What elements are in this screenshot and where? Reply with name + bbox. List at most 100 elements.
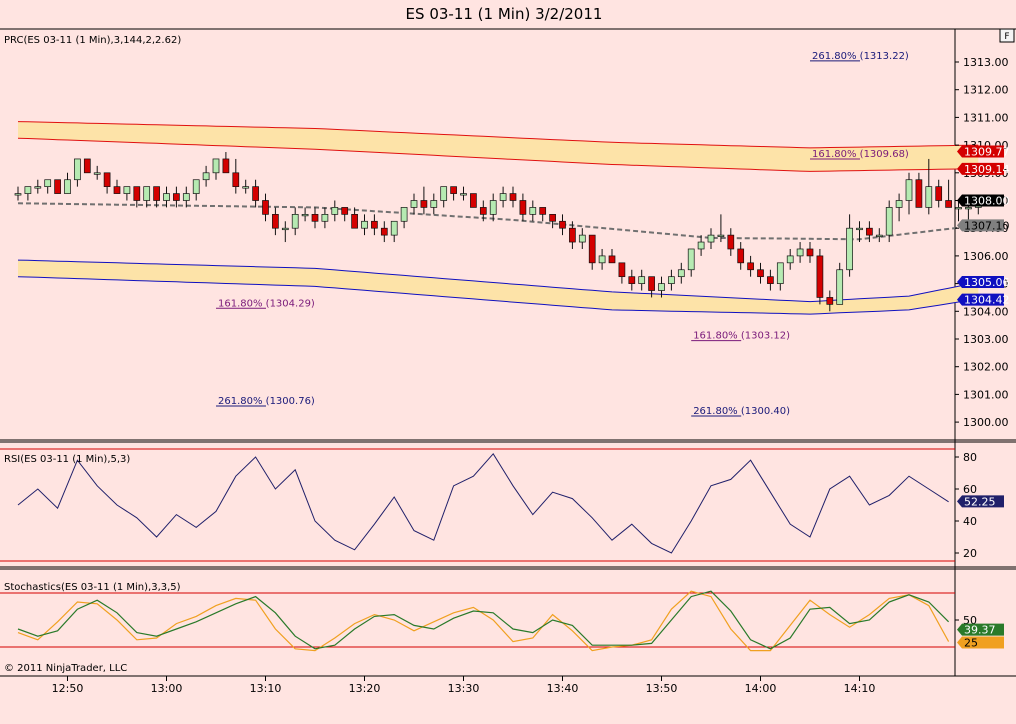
candle-down: [559, 220, 566, 229]
candle-up: [440, 186, 448, 201]
candle-up: [965, 207, 972, 210]
candle-down: [380, 227, 388, 236]
fib-annotation: 261.80% (1300.40): [693, 406, 790, 417]
regression-mid-line: [17, 202, 979, 241]
candle-up: [64, 179, 71, 194]
candle-up: [836, 269, 844, 305]
candle-down: [806, 248, 814, 257]
candle-up: [776, 262, 784, 284]
time-tick-label: 14:10: [844, 682, 876, 695]
time-tick-label: 13:40: [547, 682, 579, 695]
candle-down: [351, 214, 358, 229]
time-tick-label: 14:00: [745, 682, 777, 695]
candle-up: [281, 227, 289, 231]
candle-down: [935, 186, 943, 201]
candle-up: [74, 158, 81, 181]
candle-down: [509, 193, 517, 201]
fib-annotation: 161.80% (1304.29): [218, 298, 315, 309]
rsi-value-label: 52.25: [964, 495, 996, 508]
candle-down: [479, 207, 487, 215]
candle-down: [539, 207, 547, 215]
candle-up: [331, 207, 339, 215]
candle-up: [786, 255, 794, 264]
candle-down: [549, 214, 556, 222]
lower-band-outer-line: [17, 276, 979, 315]
candle-down: [272, 214, 279, 229]
candle-up: [955, 207, 962, 210]
time-tick-label: 13:50: [646, 682, 678, 695]
candle-up: [856, 227, 863, 231]
candle-down: [569, 227, 576, 243]
candle-down: [173, 193, 180, 201]
candle-up: [529, 207, 537, 215]
candle-down: [727, 234, 735, 250]
candle-down: [113, 186, 121, 194]
candle-up: [697, 241, 705, 250]
candle-up: [202, 172, 210, 181]
fib-annotation: 161.80% (1303.12): [693, 331, 790, 342]
candle-up: [925, 186, 933, 208]
candle-down: [628, 276, 636, 284]
candle-down: [866, 227, 873, 236]
candle-down: [648, 276, 655, 291]
candle-up: [499, 193, 507, 201]
candle-up: [291, 214, 299, 229]
corner-button[interactable]: [999, 28, 1015, 43]
candle-down: [757, 269, 764, 278]
stoch-d-line: [17, 590, 950, 650]
candle-down: [915, 179, 923, 208]
rsi-panel-label: RSI(ES 03-11 (1 Min),5,3): [4, 454, 130, 465]
stochastics-panel-label: Stochastics(ES 03-11 (1 Min),3,3,5): [4, 582, 181, 593]
candle-up: [410, 200, 418, 208]
candle-up: [430, 200, 438, 208]
candle-down: [262, 200, 269, 215]
candle-down: [341, 207, 349, 215]
price-tick-label: 1300.00: [963, 416, 1009, 429]
candle-up: [489, 200, 497, 215]
rsi-tick-label: 20: [963, 547, 977, 560]
stoch-value-label-bg: [957, 623, 1004, 636]
corner-button-label: F: [1004, 32, 1009, 42]
price-label: 1309.77: [964, 145, 1010, 158]
fib-annotation: 161.80% (1309.68): [812, 149, 909, 160]
candle-down: [371, 220, 378, 229]
candle-up: [182, 193, 190, 201]
time-tick-label: 13:20: [349, 682, 381, 695]
candle-up: [885, 207, 893, 236]
price-tick-label: 1302.00: [963, 361, 1009, 374]
candle-down: [826, 297, 834, 305]
candle-down: [618, 262, 626, 278]
candle-down: [54, 179, 61, 194]
candle-up: [242, 186, 250, 189]
price-tick-label: 1313.00: [963, 56, 1009, 69]
candle-down: [252, 186, 259, 201]
candle-up: [707, 234, 715, 243]
copyright-text: © 2011 NinjaTrader, LLC: [4, 663, 127, 674]
candle-up: [163, 193, 170, 201]
candle-down: [945, 200, 952, 208]
candle-down: [232, 172, 240, 188]
candle-down: [311, 214, 319, 222]
candle-up: [658, 283, 665, 291]
price-label-bg: [957, 293, 1004, 306]
price-label-bg: [957, 145, 1004, 158]
candle-up: [123, 186, 131, 194]
candle-up: [578, 234, 586, 243]
upper-band-outer-line: [17, 121, 979, 149]
candle-down: [608, 255, 616, 264]
candle-down: [153, 186, 160, 201]
candle-up: [668, 276, 675, 284]
price-label: 1307.10: [964, 219, 1010, 232]
candle-up: [192, 179, 200, 194]
time-tick-label: 12:50: [52, 682, 84, 695]
upper-band-fill: [18, 121, 979, 172]
price-label-bg: [957, 275, 1004, 288]
candle-down: [83, 158, 91, 174]
candle-up: [14, 193, 22, 196]
candle-down: [103, 172, 111, 188]
price-tick-label: 1311.00: [963, 111, 1009, 124]
candle-up: [34, 186, 42, 189]
candle-down: [737, 248, 745, 264]
candle-down: [420, 200, 428, 208]
